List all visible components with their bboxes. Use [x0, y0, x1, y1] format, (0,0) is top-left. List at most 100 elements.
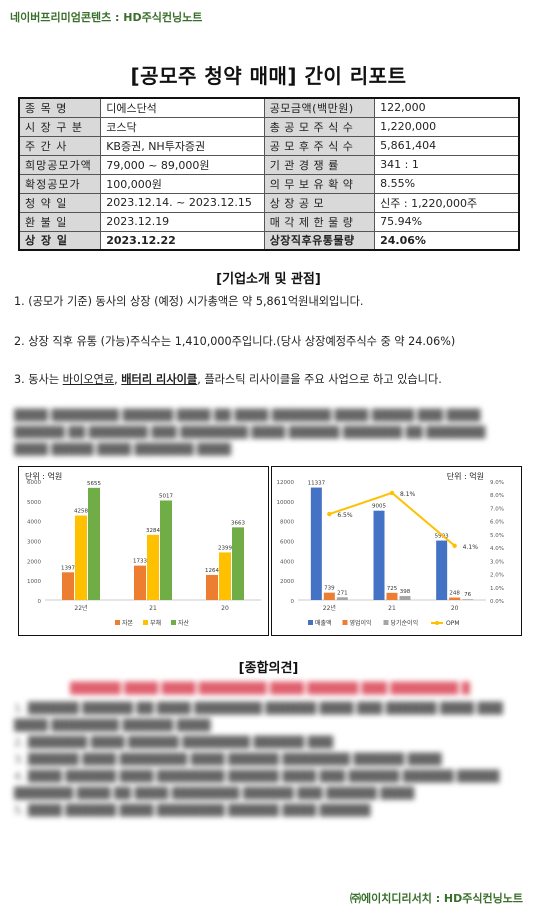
bar-data-label: 3284 [146, 528, 160, 534]
bar-당기순이익 [462, 599, 474, 600]
y-tick-label: 2000 [280, 579, 294, 585]
info-row: 상 장 일 2023.12.22 상장직후유통물량 24.06% [18, 230, 520, 251]
info-value: 디에스단석 [100, 97, 265, 118]
info-value: 코스닥 [100, 116, 265, 137]
unit-label: 단위 : 억원 [25, 471, 62, 481]
bar-당기순이익 [336, 597, 348, 600]
bar-data-label: 739 [324, 586, 335, 592]
legend-label: 자본 [122, 619, 134, 627]
info-row: 확정공모가 100,000원 의 무 보 유 확 약 8.55% [18, 173, 520, 194]
y2-tick-label: 5.0% [490, 533, 504, 539]
ipo-info-table: 종 목 명 디에스단석 공모금액(백만원) 122,000 시 장 구 분 코스닥 총 공 … [18, 97, 520, 251]
info-label: 상장직후유통물량 [263, 230, 376, 251]
bar-data-label: 248 [449, 591, 460, 597]
opinion-section-heading: [종합의견] [238, 661, 299, 676]
bar-영업이익 [323, 592, 335, 600]
report-title: [공모주 청약 매매] 간이 리포트 [130, 64, 407, 88]
legend-label: 부채 [150, 619, 161, 627]
paragraph-1: 1. (공모가 기준) 동사의 상장 (예정) 시가총액은 약 5,861억원내… [14, 295, 364, 308]
bar-매출액 [436, 540, 448, 600]
income-chart: 0 2000 4000 6000 8000 10000 12000 단위 : 억원 22년 113… [271, 466, 522, 636]
opm-data-label: 4.1% [463, 544, 479, 551]
legend-label: OPM [446, 620, 460, 627]
legend-label: 매출액 [315, 619, 332, 627]
y-tick-label: 0 [291, 599, 295, 605]
info-label: 희망공모가액 [18, 154, 102, 175]
bar-data-label: 9005 [372, 504, 386, 510]
y2-tick-label: 7.0% [490, 506, 504, 512]
info-value: 5,861,404 [374, 135, 520, 156]
blurred-opinion-highlight: ██████ ████ ████ ████████ ████ ██████ ██… [70, 682, 470, 695]
category-label: 21 [388, 605, 396, 612]
y-tick-label: 6000 [27, 480, 41, 486]
y2-tick-label: 8.0% [490, 493, 504, 499]
category-label: 22년 [74, 604, 87, 612]
company-section-heading: [기업소개 및 관점] [216, 272, 321, 287]
legend-swatch [115, 620, 120, 625]
unit-label: 단위 : 억원 [447, 471, 484, 481]
bar-매출액 [310, 487, 322, 600]
bar-data-label: 5017 [159, 493, 173, 499]
info-value: 75.94% [374, 211, 520, 232]
info-label: 환 불 일 [18, 211, 102, 232]
bar-data-label: 1733 [133, 559, 147, 565]
category-label: 21 [149, 605, 157, 612]
bar-영업이익 [449, 597, 461, 600]
info-label: 의 무 보 유 확 약 [263, 173, 376, 194]
business-battery-recycle: 배터리 리사이클 [121, 373, 198, 386]
blurred-text-block-1: ████ ████████ ██████ ████ ██ ████ ██████… [14, 409, 486, 456]
paragraph-3-mid: , [114, 373, 122, 386]
legend-label: 영업이익 [350, 619, 372, 627]
y2-tick-label: 9.0% [490, 480, 504, 486]
y-tick-label: 5000 [27, 500, 41, 506]
bar-자산 [160, 500, 172, 600]
y-tick-label: 8000 [280, 520, 294, 526]
info-value: 341 : 1 [374, 154, 520, 175]
opm-data-label: 6.5% [337, 512, 353, 519]
bar-부채 [219, 552, 231, 600]
info-row: 청 약 일 2023.12.14. ~ 2023.12.15 상 장 공 모 신주 :… [18, 192, 520, 213]
category-label: 20 [221, 605, 229, 612]
bar-부채 [75, 515, 87, 600]
bar-자본 [134, 565, 146, 600]
info-value: 122,000 [374, 97, 520, 118]
bar-data-label: 271 [337, 590, 348, 596]
income-chart-svg: 0 2000 4000 6000 8000 10000 12000 단위 : 억원 22년 113… [277, 471, 504, 627]
bar-data-label: 5655 [87, 481, 101, 487]
info-value: 신주 : 1,220,000주 [374, 192, 520, 213]
y-tick-label: 12000 [277, 480, 295, 486]
info-label: 상 장 공 모 [263, 192, 376, 213]
info-label: 시 장 구 분 [18, 116, 102, 137]
opm-point [327, 511, 332, 517]
category-label: 22년 [323, 604, 336, 612]
y2-tick-label: 4.0% [490, 546, 504, 552]
info-row: 주 간 사 KB증권, NH투자증권 공 모 후 주 식 수 5,861,404 [18, 135, 520, 156]
footer-credit: ㈜에이치디리서치 : HD주식컨닝노트 [350, 892, 523, 905]
bar-자본 [62, 572, 74, 600]
legend-label: 당기순이익 [391, 619, 419, 627]
info-label: 공모금액(백만원) [263, 97, 376, 118]
y-tick-label: 0 [38, 599, 42, 605]
y-tick-label: 10000 [277, 500, 295, 506]
bar-data-label: 3663 [231, 520, 245, 526]
info-value: 79,000 ~ 89,000원 [100, 154, 265, 175]
info-label: 확정공모가 [18, 173, 102, 194]
opm-point [452, 543, 457, 548]
info-value: 2023.12.14. ~ 2023.12.15 [100, 192, 265, 213]
info-value: 100,000원 [100, 173, 265, 194]
bar-당기순이익 [399, 596, 411, 600]
bar-data-label: 2399 [218, 545, 232, 551]
info-value: 2023.12.22 [100, 230, 265, 251]
info-value: KB증권, NH투자증권 [100, 135, 265, 156]
legend-label: 자산 [178, 619, 190, 627]
opm-point [389, 490, 395, 496]
info-value: 24.06% [374, 230, 520, 251]
y2-tick-label: 3.0% [490, 559, 504, 565]
y2-tick-label: 6.0% [490, 520, 504, 526]
info-row: 시 장 구 분 코스닥 총 공 모 주 식 수 1,220,000 [18, 116, 520, 137]
bar-data-label: 11337 [308, 481, 326, 487]
paragraph-3-prefix: 3. 동사는 [14, 373, 63, 386]
bar-data-label: 1397 [61, 565, 75, 571]
info-value: 8.55% [374, 173, 520, 194]
